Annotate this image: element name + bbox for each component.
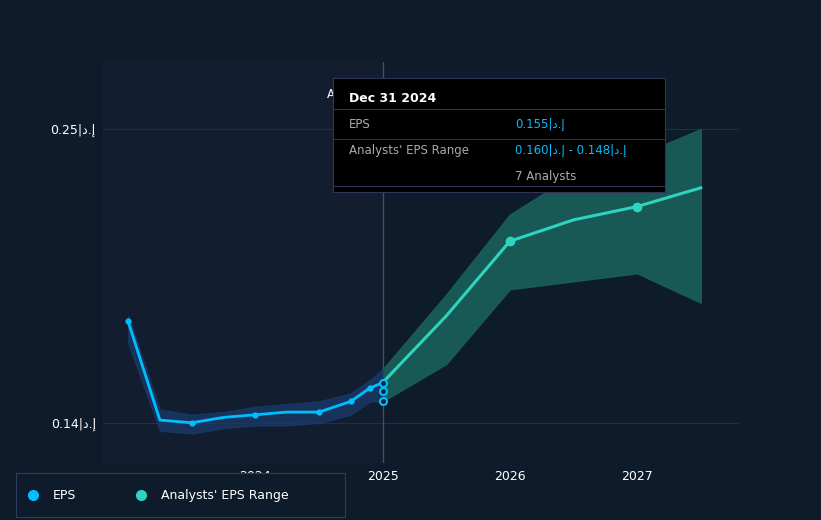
Text: 0.155|د.إ: 0.155|د.إ [516,118,565,131]
Text: 0.160|د.إ - 0.148|د.إ: 0.160|د.إ - 0.148|د.إ [516,145,626,158]
Text: Analysts' EPS Range: Analysts' EPS Range [349,145,469,158]
Text: Actual: Actual [327,88,364,101]
Text: Dec 31 2024: Dec 31 2024 [349,92,437,105]
Bar [103,62,383,463]
Text: Analysts Forecasts: Analysts Forecasts [395,88,505,101]
Text: EPS: EPS [349,118,371,131]
Text: 7 Analysts: 7 Analysts [516,170,577,183]
Text: Analysts' EPS Range: Analysts' EPS Range [161,489,288,502]
Text: EPS: EPS [53,489,76,502]
